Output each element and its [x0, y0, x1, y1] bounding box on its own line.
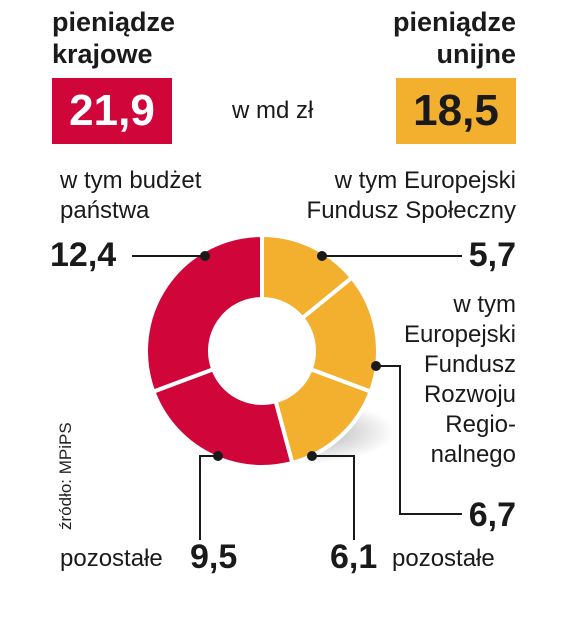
- domestic-total-box: 21,9: [52, 78, 172, 144]
- domestic-money-title: pieniądze krajowe: [52, 7, 176, 69]
- value-label-other-eu: 6,1: [330, 538, 378, 576]
- budget-label: w tym budżet państwa: [60, 167, 202, 224]
- dot-efrr: [371, 361, 381, 371]
- value-label-efrr: 6,7: [468, 496, 516, 534]
- unit-label: w md zł: [232, 97, 314, 124]
- eu-total-box: 18,5: [396, 78, 516, 144]
- leader-other-eu: [312, 455, 355, 540]
- efrr-label: w tym Europejski Fundusz Rozwoju Regio- …: [403, 291, 516, 468]
- dot-other-domestic: [213, 451, 223, 461]
- eu-money-title: pieniądze unijne: [392, 7, 516, 69]
- dot-other-eu: [307, 451, 317, 461]
- dot-efs: [317, 251, 327, 261]
- leader-efrr: [376, 365, 462, 515]
- leader-other-domestic: [199, 455, 218, 540]
- dot-budget: [200, 251, 210, 261]
- efs-label: w tym Europejski Fundusz Społeczny: [306, 167, 516, 224]
- value-label-efs: 5,7: [468, 236, 516, 274]
- other-domestic-text: pozostałe: [60, 545, 163, 572]
- slice-budget: [144, 232, 264, 395]
- domestic-total-value: 21,9: [69, 86, 155, 135]
- eu-total-value: 18,5: [413, 86, 499, 135]
- value-label-budget: 12,4: [50, 236, 117, 274]
- other-eu-text: pozostałe: [392, 545, 495, 572]
- slice-other-domestic: [150, 366, 295, 469]
- value-label-other-domestic: 9,5: [190, 538, 238, 576]
